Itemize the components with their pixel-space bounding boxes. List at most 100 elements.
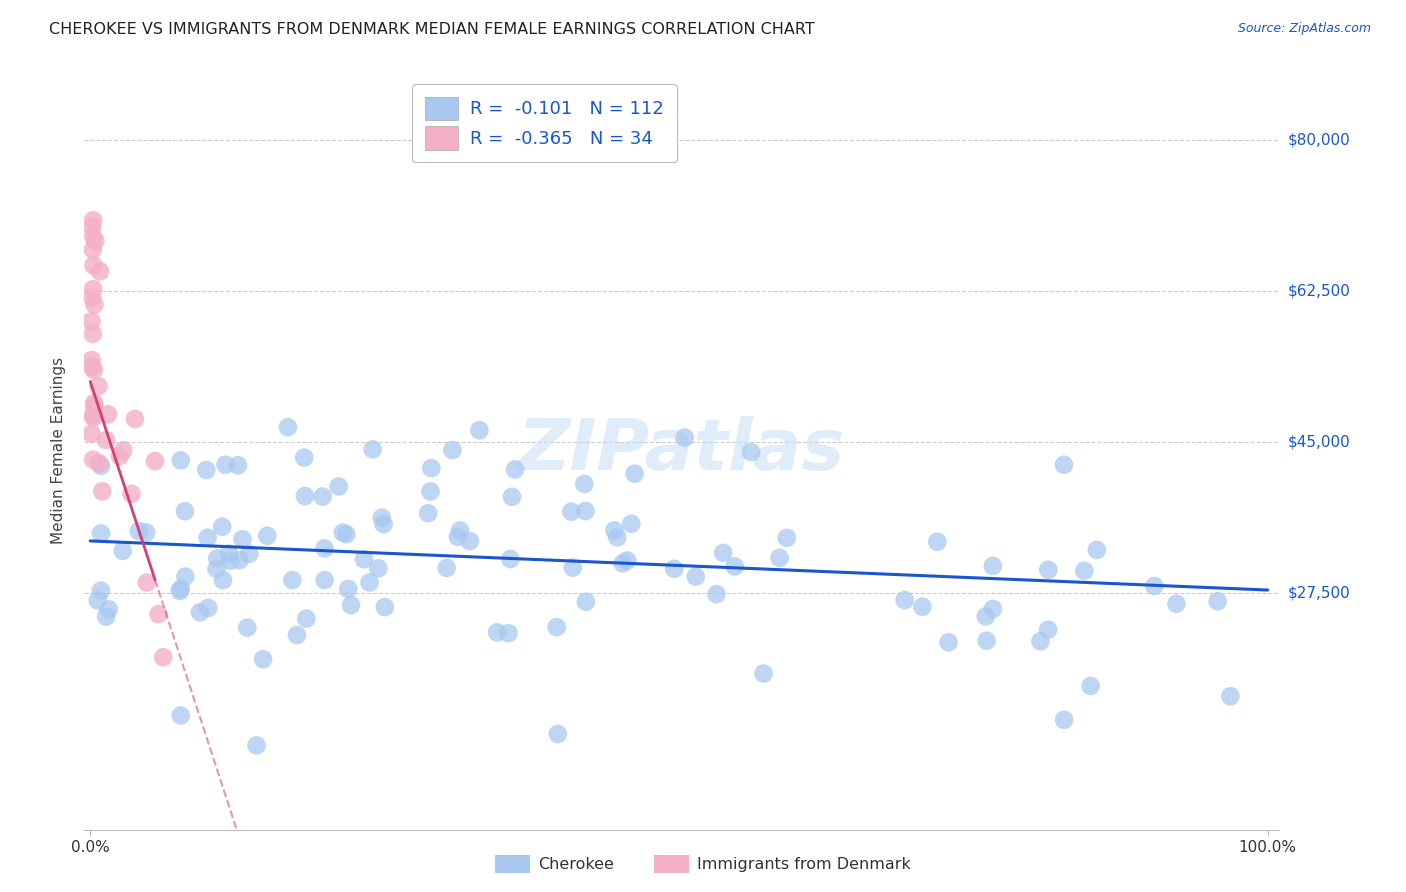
Point bbox=[314, 541, 336, 556]
Point bbox=[135, 525, 157, 540]
Point bbox=[485, 625, 508, 640]
Point bbox=[436, 561, 458, 575]
Point bbox=[612, 557, 634, 571]
Text: $27,500: $27,500 bbox=[1288, 585, 1351, 600]
Point bbox=[503, 462, 526, 476]
Point bbox=[560, 505, 582, 519]
Point bbox=[97, 602, 120, 616]
Point bbox=[218, 547, 240, 561]
Point bbox=[501, 490, 523, 504]
Point bbox=[83, 410, 105, 425]
Point bbox=[468, 423, 491, 437]
Point bbox=[447, 530, 470, 544]
Point bbox=[371, 510, 394, 524]
Point bbox=[245, 739, 267, 753]
Point bbox=[169, 583, 191, 598]
Point bbox=[911, 599, 934, 614]
Point bbox=[1029, 634, 1052, 648]
Point bbox=[1143, 579, 1166, 593]
Point bbox=[197, 531, 219, 545]
Point bbox=[575, 595, 598, 609]
Point bbox=[112, 443, 135, 458]
Point bbox=[256, 529, 278, 543]
Legend: R =  -0.101   N = 112, R =  -0.365   N = 34: R = -0.101 N = 112, R = -0.365 N = 34 bbox=[412, 84, 676, 162]
Point bbox=[82, 452, 104, 467]
Point bbox=[238, 547, 260, 561]
Point bbox=[340, 598, 363, 612]
Point bbox=[97, 407, 120, 421]
Point bbox=[89, 264, 111, 278]
Point bbox=[148, 607, 170, 622]
Point bbox=[214, 458, 236, 472]
Point bbox=[574, 476, 596, 491]
Point bbox=[90, 583, 112, 598]
Point bbox=[143, 454, 166, 468]
Point bbox=[80, 314, 103, 328]
Point bbox=[90, 458, 112, 473]
Point bbox=[776, 531, 799, 545]
Point bbox=[90, 526, 112, 541]
Point bbox=[170, 453, 193, 467]
Point bbox=[498, 626, 520, 640]
Point bbox=[373, 517, 395, 532]
Point bbox=[981, 602, 1004, 616]
Point bbox=[359, 575, 381, 590]
Point bbox=[128, 524, 150, 538]
Point bbox=[188, 605, 211, 619]
Point bbox=[170, 582, 193, 596]
Point bbox=[1053, 458, 1076, 472]
Point bbox=[82, 213, 104, 227]
Point bbox=[335, 527, 357, 541]
Point bbox=[83, 298, 105, 312]
Point bbox=[228, 553, 250, 567]
Point bbox=[96, 609, 118, 624]
Point bbox=[664, 562, 686, 576]
Point bbox=[82, 408, 104, 422]
Point bbox=[616, 553, 638, 567]
Point bbox=[207, 551, 229, 566]
Point bbox=[1053, 713, 1076, 727]
Point bbox=[96, 433, 118, 447]
Point bbox=[108, 449, 131, 463]
Point bbox=[195, 463, 218, 477]
Point bbox=[152, 650, 174, 665]
Point bbox=[292, 450, 315, 465]
Point bbox=[499, 552, 522, 566]
Point bbox=[83, 259, 105, 273]
Point bbox=[673, 431, 696, 445]
Point bbox=[1206, 594, 1229, 608]
Point bbox=[281, 573, 304, 587]
Point bbox=[80, 426, 103, 441]
Point bbox=[706, 587, 728, 601]
Point bbox=[1036, 623, 1059, 637]
Point bbox=[91, 484, 114, 499]
Point bbox=[420, 461, 443, 475]
Point bbox=[1073, 564, 1095, 578]
Point bbox=[603, 524, 626, 538]
Point bbox=[87, 379, 110, 393]
Text: Source: ZipAtlas.com: Source: ZipAtlas.com bbox=[1237, 22, 1371, 36]
Point bbox=[170, 708, 193, 723]
Point bbox=[685, 569, 707, 583]
Point bbox=[441, 442, 464, 457]
Point bbox=[197, 601, 219, 615]
Text: $45,000: $45,000 bbox=[1288, 434, 1351, 450]
Point bbox=[927, 534, 949, 549]
Point bbox=[416, 506, 439, 520]
Point bbox=[367, 561, 389, 575]
Point bbox=[135, 575, 157, 590]
Point bbox=[82, 290, 104, 304]
Point bbox=[84, 234, 107, 248]
Point bbox=[353, 552, 375, 566]
Point bbox=[623, 467, 645, 481]
Point bbox=[82, 326, 104, 341]
Point bbox=[82, 229, 104, 244]
Point bbox=[111, 544, 134, 558]
Point bbox=[561, 560, 583, 574]
Point bbox=[83, 399, 105, 413]
Text: CHEROKEE VS IMMIGRANTS FROM DENMARK MEDIAN FEMALE EARNINGS CORRELATION CHART: CHEROKEE VS IMMIGRANTS FROM DENMARK MEDI… bbox=[49, 22, 815, 37]
Point bbox=[1080, 679, 1102, 693]
Point bbox=[1219, 689, 1241, 703]
Point bbox=[124, 412, 146, 426]
Point bbox=[174, 504, 197, 518]
